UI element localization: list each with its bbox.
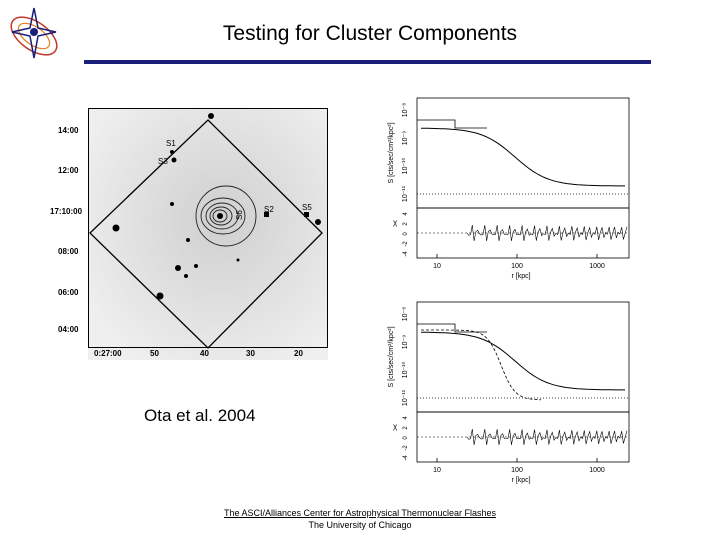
source-label-s1: S1 — [166, 139, 176, 148]
image-y-tick: 04:00 — [58, 325, 79, 334]
residual-tick-label: 0 — [403, 436, 409, 440]
y-axis-label: S [cts/sec/cm²/kpc²] — [388, 122, 395, 183]
residual-tick-label: -2 — [403, 241, 409, 247]
slide-title: Testing for Cluster Components — [222, 22, 518, 45]
x-tick-label: 10 — [433, 467, 441, 474]
image-y-tick: 06:00 — [58, 288, 79, 297]
x-tick: 0:27:00 — [94, 349, 122, 358]
residual-tick-label: 4 — [403, 416, 409, 420]
x-tick: 40 — [200, 349, 209, 358]
image-y-tick: 12:00 — [58, 166, 79, 175]
x-axis-label: r [kpc] — [511, 477, 530, 484]
residual-label: χ — [393, 218, 398, 227]
x-tick: 30 — [246, 349, 255, 358]
model-curve — [420, 127, 625, 187]
flash-center-logo — [10, 7, 58, 59]
image-y-tick: 08:00 — [58, 247, 79, 256]
residual-label: χ — [393, 422, 398, 431]
residual-tick-label: 4 — [403, 212, 409, 216]
residual-tick-label: -4 — [403, 251, 409, 257]
residual-noise — [466, 429, 628, 445]
y-tick-label: 10⁻⁸ — [402, 307, 409, 321]
x-tick-label: 1000 — [589, 263, 605, 270]
y-tick-label: 10⁻⁹ — [402, 335, 409, 349]
model-curve — [420, 331, 625, 391]
x-tick-label: 1000 — [589, 467, 605, 474]
data-steps — [417, 119, 487, 129]
title-rule — [84, 60, 651, 64]
residual-tick-label: -4 — [403, 455, 409, 461]
source-label-s6: S6 — [235, 210, 244, 220]
main-panel-frame — [416, 301, 630, 413]
y-tick-label: 10⁻¹⁰ — [401, 362, 409, 379]
source-label-s3: S3 — [158, 157, 168, 166]
source-label-s2: S2 — [264, 205, 274, 214]
y-tick-label: 10⁻⁹ — [402, 131, 409, 145]
footer-university: The University of Chicago — [308, 520, 412, 530]
y-tick-label: 10⁻¹¹ — [402, 389, 409, 406]
y-tick-label: 10⁻¹⁰ — [401, 158, 409, 175]
x-tick: 20 — [294, 349, 303, 358]
xray-image-panel: 14:00 S1 S3 S2 S5 S6 0:27:00 50 40 30 20 — [88, 108, 328, 360]
citation: Ota et al. 2004 — [144, 406, 256, 425]
residual-tick-label: 2 — [403, 222, 409, 226]
surface-brightness-profile-bottom: S [cts/sec/cm²/kpc²] 10⁻¹¹ 10⁻¹⁰ 10⁻⁹ 10⁻⁸ χ -… — [388, 301, 630, 484]
image-y-tick: 17:10:00 — [50, 207, 83, 216]
x-tick: 50 — [150, 349, 159, 358]
data-steps — [417, 323, 487, 333]
y-axis-label: S [cts/sec/cm²/kpc²] — [388, 326, 395, 387]
x-tick-label: 100 — [511, 263, 523, 270]
footer-institution: The ASCI/Alliances Center for Astrophysi… — [224, 508, 496, 518]
surface-brightness-profile-top: S [cts/sec/cm²/kpc²] 10⁻¹¹ 10⁻¹⁰ 10⁻⁹ 10⁻⁸ χ -… — [388, 97, 630, 280]
source-label-s5: S5 — [302, 203, 312, 212]
image-y-tick: 14:00 — [58, 126, 79, 135]
y-tick-label: 10⁻⁸ — [402, 103, 409, 117]
residual-noise — [466, 225, 628, 241]
main-panel-frame — [416, 97, 630, 209]
residual-tick-label: 0 — [403, 232, 409, 236]
residual-tick-label: -2 — [403, 445, 409, 451]
x-axis-label: r [kpc] — [511, 273, 530, 280]
residual-tick-label: 2 — [403, 426, 409, 430]
x-tick-label: 10 — [433, 263, 441, 270]
y-tick-label: 10⁻¹¹ — [402, 185, 409, 202]
x-tick-label: 100 — [511, 467, 523, 474]
component-curve — [421, 329, 542, 401]
